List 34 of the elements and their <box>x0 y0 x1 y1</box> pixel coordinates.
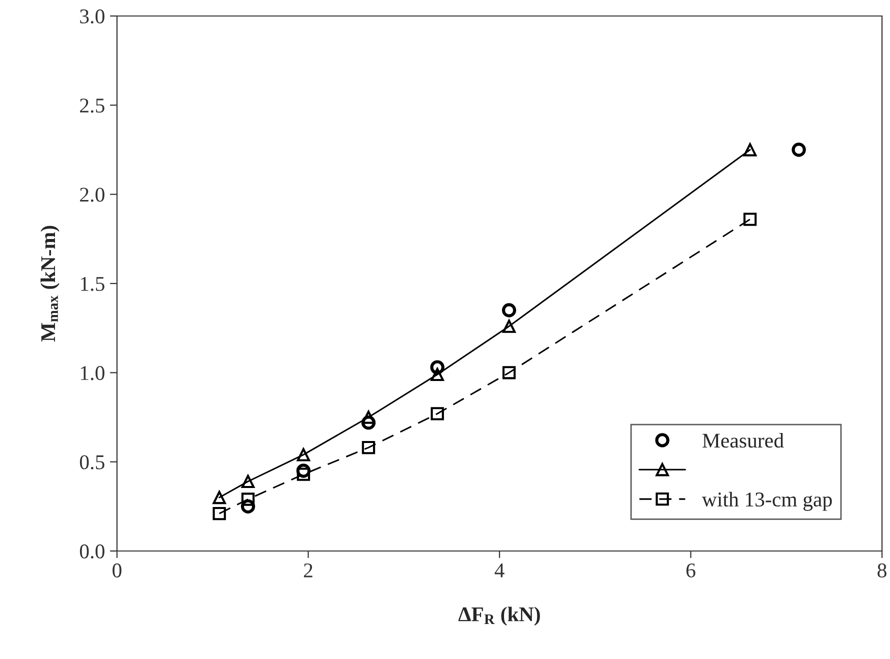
point <box>430 407 444 420</box>
point <box>296 448 310 462</box>
point <box>296 464 311 478</box>
point <box>362 440 376 454</box>
legend-label: with 13-cm gap <box>702 492 832 511</box>
y-tick-label: 2.0 <box>80 188 104 202</box>
point <box>743 143 757 156</box>
x-tick-label: 4 <box>494 564 504 578</box>
point <box>792 142 806 157</box>
y-tick-label: 1.5 <box>80 276 104 292</box>
x-tick-label: 2 <box>304 563 312 578</box>
point <box>240 499 256 514</box>
point <box>502 303 516 318</box>
y-axis-title: M$_{max}$ (kN-m) <box>40 226 60 342</box>
point <box>212 506 226 520</box>
x-tick-label: 0 <box>112 563 122 578</box>
y-tick-label: 0.5 <box>80 455 104 470</box>
x-axis-title: ΔF$_{R}$ (kN) <box>458 606 540 626</box>
x-tick-label: 8 <box>878 563 886 578</box>
point <box>241 474 255 488</box>
y-tick-label: 3.0 <box>80 9 104 24</box>
y-tick-label: 1.0 <box>80 366 104 380</box>
point <box>296 468 310 481</box>
point <box>430 360 444 374</box>
y-tick-label: 0.0 <box>80 544 104 559</box>
point <box>502 366 516 380</box>
point <box>241 492 255 506</box>
legend-label: Measured <box>702 433 784 448</box>
point <box>361 416 376 430</box>
point <box>502 320 516 333</box>
point <box>212 490 226 504</box>
x-tick-label: 6 <box>686 563 696 578</box>
y-tick-label: 2.5 <box>80 98 104 113</box>
point <box>743 212 757 226</box>
